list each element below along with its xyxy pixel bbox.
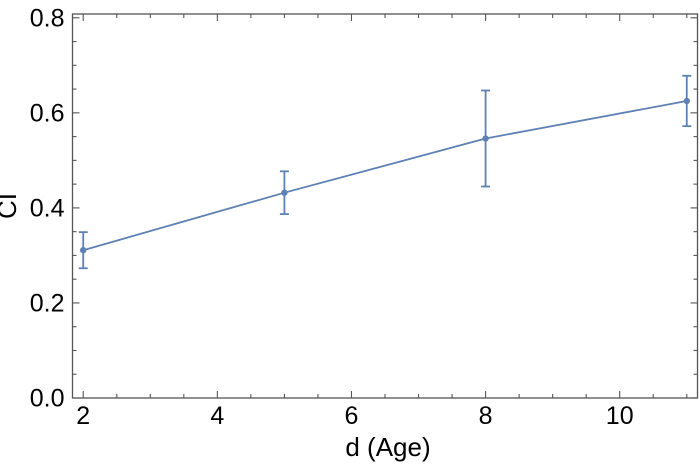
data-point-marker xyxy=(683,97,690,105)
y-tick-label: 0.0 xyxy=(30,385,65,413)
y-tick-label: 0.8 xyxy=(30,4,65,32)
x-tick-label: 8 xyxy=(479,402,493,430)
series-line xyxy=(82,100,687,252)
x-tick-label: 4 xyxy=(210,402,224,430)
data-point-marker xyxy=(281,189,288,196)
y-axis-title: CI xyxy=(0,193,22,219)
data-point-marker xyxy=(80,246,87,254)
x-tick-label: 6 xyxy=(345,402,359,430)
y-tick-label: 0.6 xyxy=(30,99,65,127)
x-tick-label: 2 xyxy=(76,402,90,430)
x-axis-title: d (Age) xyxy=(345,432,430,462)
y-tick-label: 0.4 xyxy=(30,194,65,222)
x-tick-label: 10 xyxy=(606,402,634,430)
y-tick-label: 0.2 xyxy=(30,289,65,317)
data-point-marker xyxy=(482,135,489,142)
